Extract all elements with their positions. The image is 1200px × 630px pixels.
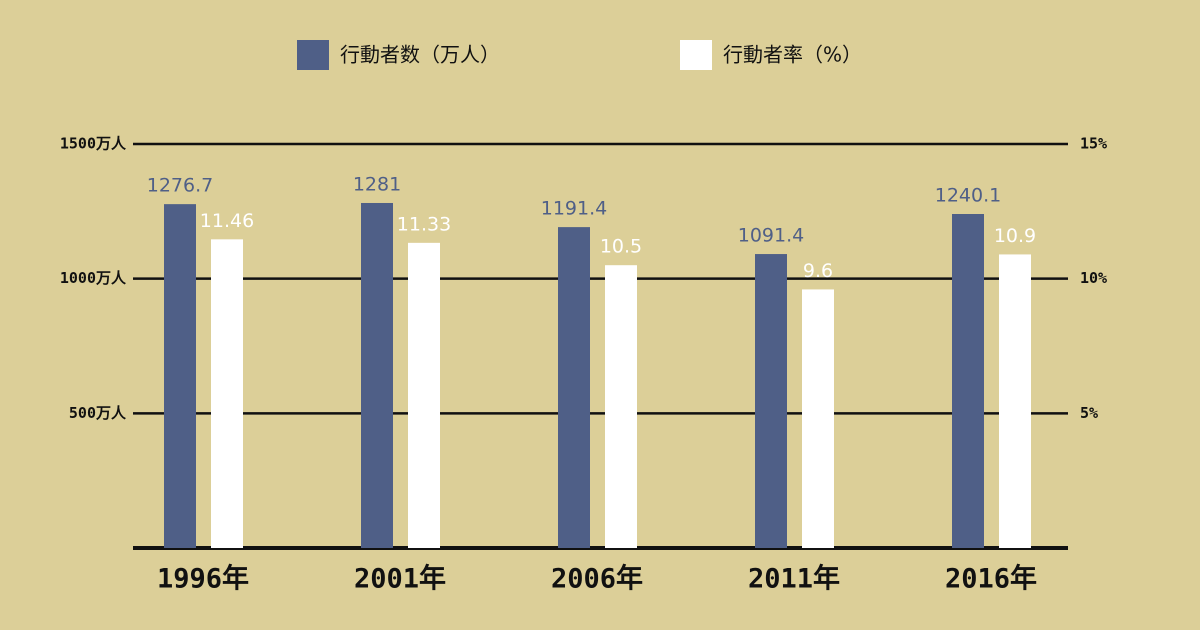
count-bar-value-label: 1191.4 xyxy=(541,198,607,220)
count-bar-value-label: 1276.7 xyxy=(147,175,213,197)
rate-bar xyxy=(802,289,834,548)
count-bar xyxy=(361,202,393,548)
x-tick-label: 2001年 xyxy=(354,563,446,595)
count-bar xyxy=(164,204,196,548)
x-tick-label: 2006年 xyxy=(551,563,643,595)
rate-bar-value-label: 10.9 xyxy=(994,225,1036,247)
x-tick-label: 2011年 xyxy=(748,563,840,595)
rate-bar-value-label: 11.33 xyxy=(397,213,451,235)
count-bar xyxy=(952,213,984,548)
legend-swatch xyxy=(297,40,329,70)
count-bar xyxy=(755,254,787,548)
rate-bar-value-label: 10.5 xyxy=(600,236,642,258)
count-bar-value-label: 1091.4 xyxy=(738,225,804,247)
count-bar-value-label: 1281 xyxy=(353,173,401,195)
count-bar xyxy=(558,227,590,548)
x-tick-label: 2016年 xyxy=(945,563,1037,595)
legend-label: 行動者率（%） xyxy=(723,43,862,67)
rate-bar xyxy=(999,254,1031,548)
rate-bar-value-label: 9.6 xyxy=(803,260,833,282)
rate-bar xyxy=(408,242,440,548)
x-tick-label: 1996年 xyxy=(157,563,249,595)
y-tick-label: 1500万人 xyxy=(60,135,127,153)
y-tick-label: 1000万人 xyxy=(60,269,127,287)
rate-bar xyxy=(211,239,243,548)
rate-bar xyxy=(605,265,637,548)
count-bar-value-label: 1240.1 xyxy=(935,184,1001,206)
y-tick-label: 500万人 xyxy=(69,404,127,422)
legend-swatch xyxy=(680,40,712,70)
y2-tick-label: 5% xyxy=(1080,404,1098,422)
y2-tick-label: 10% xyxy=(1080,269,1107,287)
rate-bar-value-label: 11.46 xyxy=(200,210,254,232)
legend-label: 行動者数（万人） xyxy=(340,43,500,67)
y2-tick-label: 15% xyxy=(1080,135,1107,153)
